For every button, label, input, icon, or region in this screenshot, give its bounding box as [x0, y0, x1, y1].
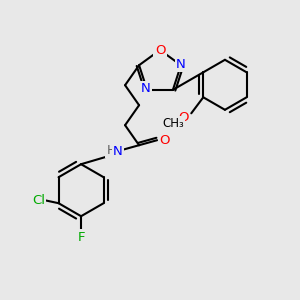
Text: O: O — [178, 111, 188, 124]
Text: N: N — [176, 58, 186, 71]
Text: N: N — [141, 82, 151, 95]
Text: O: O — [159, 134, 169, 147]
Text: F: F — [77, 231, 85, 244]
Text: H: H — [106, 144, 116, 157]
Text: CH₃: CH₃ — [162, 117, 184, 130]
Text: Cl: Cl — [32, 194, 45, 207]
Text: N: N — [113, 145, 123, 158]
Text: O: O — [155, 44, 165, 56]
